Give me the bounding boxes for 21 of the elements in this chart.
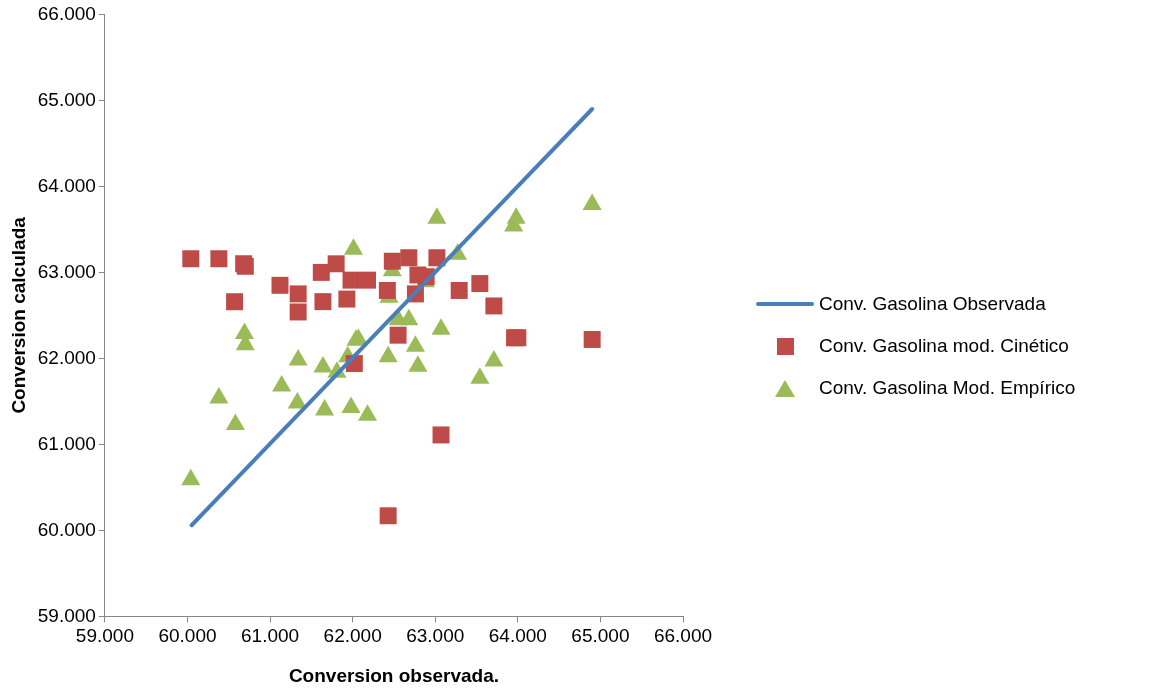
y-tick-label: 66.000 — [37, 2, 96, 24]
x-tick-label: 66.000 — [653, 625, 713, 647]
y-tick-label: 61.000 — [37, 432, 96, 454]
x-tick-label: 61.000 — [241, 625, 300, 647]
y-tick-label: 63.000 — [37, 260, 96, 282]
legend-label: Conv. Gasolina mod. Cinético — [819, 335, 1069, 357]
y-tick-label: 59.000 — [37, 604, 96, 626]
y-tick-label: 65.000 — [37, 88, 96, 110]
x-tick-label: 63.000 — [406, 625, 465, 647]
legend-label: Conv. Gasolina Mod. Empírico — [819, 377, 1076, 399]
x-tick-label: 62.000 — [323, 625, 382, 647]
legend-label: Conv. Gasolina Observada — [819, 293, 1046, 315]
y-tick-label: 64.000 — [37, 174, 96, 196]
x-tick-label: 60.000 — [158, 625, 217, 647]
x-tick-label: 65.000 — [571, 625, 630, 647]
x-tick-label: 64.000 — [488, 625, 547, 647]
x-axis-title: Conversion observada. — [288, 664, 500, 686]
y-tick-label: 60.000 — [37, 518, 96, 540]
y-axis-title: Conversion calculada — [7, 216, 29, 414]
y-tick-label: 62.000 — [37, 346, 96, 368]
x-tick-label: 59.000 — [75, 625, 134, 647]
